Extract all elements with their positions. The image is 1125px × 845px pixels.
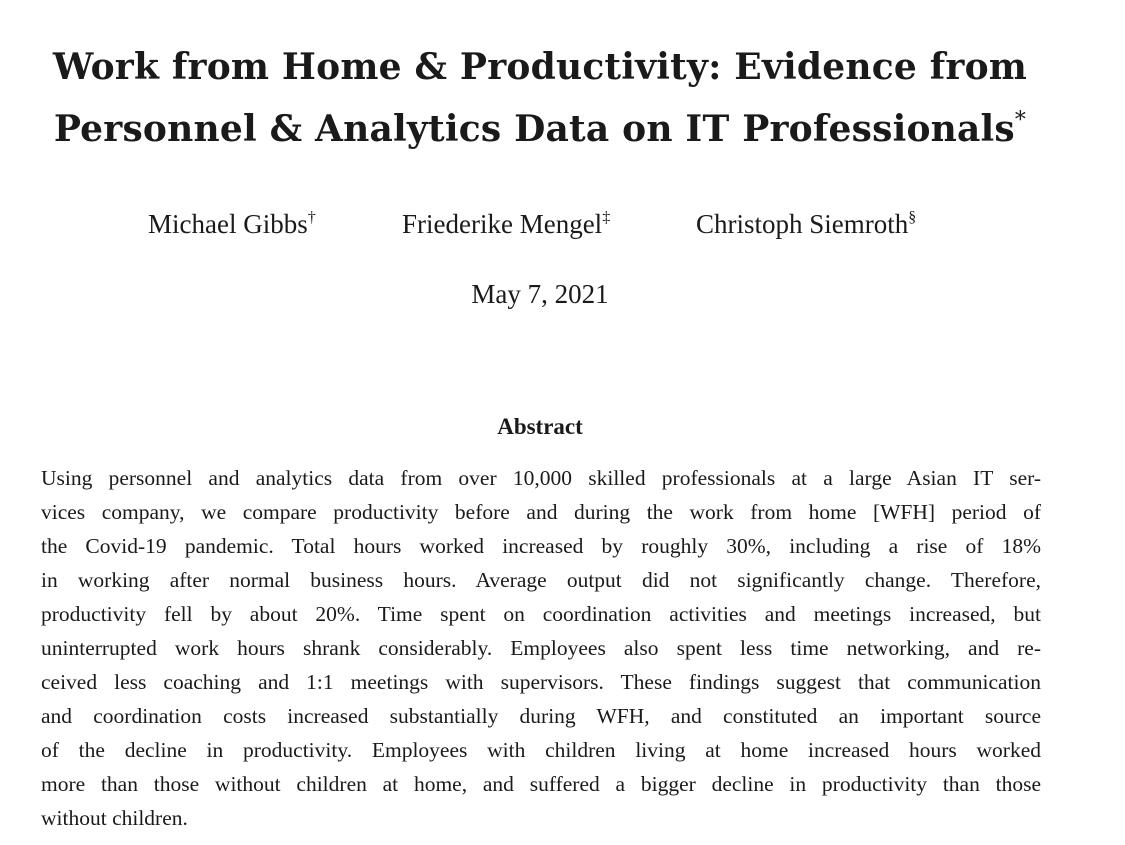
paper-title: Work from Home & Productivity: Evidence … (0, 36, 1080, 160)
abstract-heading: Abstract (497, 414, 583, 439)
abstract-body: Using personnel and analytics data from … (41, 461, 1041, 835)
author-gibbs: Michael Gibbs† (148, 206, 316, 242)
title-line-1: Work from Home & Productivity: Evidence … (52, 46, 1028, 88)
title-footnote-mark: * (1014, 108, 1027, 133)
abstract-line: more than those without children at home… (41, 772, 1041, 796)
abstract-line: productivity fell by about 20%. Time spe… (41, 602, 1041, 626)
author-name: Friederike Mengel (402, 209, 603, 239)
author-name: Michael Gibbs (148, 209, 308, 239)
abstract-line: vices company, we compare productivity b… (41, 500, 1041, 524)
abstract-line: in working after normal business hours. … (41, 568, 1041, 592)
title-line-2: Personnel & Analytics Data on IT Profess… (0, 98, 1080, 160)
author-affiliation-mark: § (908, 209, 917, 226)
abstract-line: of the decline in productivity. Employee… (41, 738, 1041, 762)
abstract-line: ceived less coaching and 1:1 meetings wi… (41, 670, 1041, 694)
abstract-line: Using personnel and analytics data from … (41, 466, 1041, 490)
abstract-line: without children. (41, 806, 188, 830)
author-affiliation-mark: ‡ (602, 209, 611, 226)
author-affiliation-mark: † (307, 209, 316, 226)
abstract-line: the Covid-19 pandemic. Total hours worke… (41, 534, 1041, 558)
title-line-2-text: Personnel & Analytics Data on IT Profess… (53, 108, 1015, 150)
author-siemroth: Christoph Siemroth§ (696, 206, 916, 242)
author-name: Christoph Siemroth (696, 209, 909, 239)
author-mengel: Friederike Mengel‡ (402, 206, 610, 242)
publication-date: May 7, 2021 (471, 279, 609, 309)
abstract-line: uninterrupted work hours shrank consider… (41, 636, 1041, 660)
abstract-line: and coordination costs increased substan… (41, 704, 1041, 728)
